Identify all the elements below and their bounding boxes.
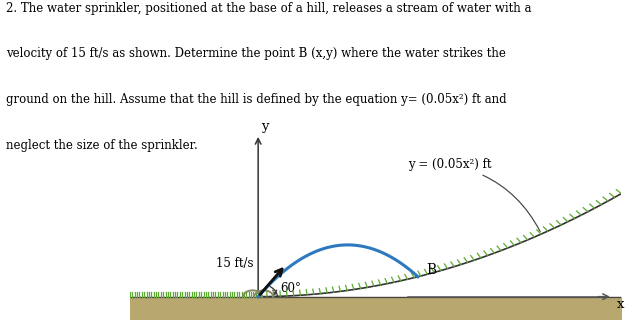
Text: neglect the size of the sprinkler.: neglect the size of the sprinkler.: [6, 139, 198, 152]
Text: y: y: [262, 120, 269, 133]
Text: 15 ft/s: 15 ft/s: [216, 257, 253, 270]
Text: 60°: 60°: [280, 282, 301, 294]
Text: ground on the hill. Assume that the hill is defined by the equation y= (0.05x²) : ground on the hill. Assume that the hill…: [6, 93, 507, 106]
Text: velocity of 15 ft/s as shown. Determine the point B (x,y) where the water strike: velocity of 15 ft/s as shown. Determine …: [6, 47, 506, 60]
Text: B: B: [427, 263, 437, 277]
Text: 2. The water sprinkler, positioned at the base of a hill, releases a stream of w: 2. The water sprinkler, positioned at th…: [6, 2, 532, 15]
Text: y = (0.05x²) ft: y = (0.05x²) ft: [408, 158, 540, 231]
Text: x: x: [617, 298, 624, 311]
